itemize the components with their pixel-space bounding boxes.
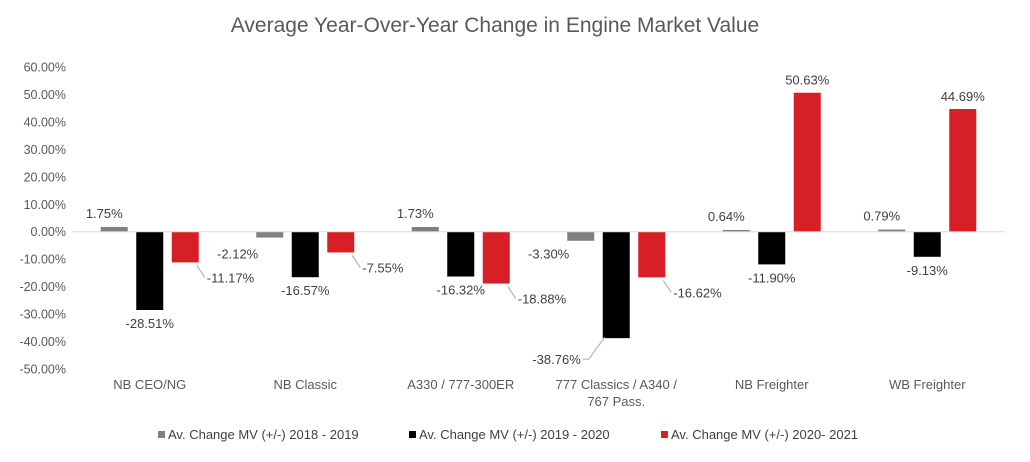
y-tick-label: 0.00% xyxy=(31,225,66,239)
category-label: WB Freighter xyxy=(889,377,966,392)
data-label: -38.76% xyxy=(532,352,581,367)
bar xyxy=(793,92,821,232)
data-label: 44.69% xyxy=(941,89,986,104)
legend: Av. Change MV (+/-) 2018 - 2019 Av. Chang… xyxy=(158,427,858,442)
data-label: 0.79% xyxy=(863,209,900,224)
bar xyxy=(722,229,750,232)
legend-swatch xyxy=(661,431,668,438)
bar xyxy=(638,231,666,278)
bar xyxy=(913,231,941,257)
leader-line xyxy=(196,265,206,278)
legend-label: Av. Change MV (+/-) 2020- 2021 xyxy=(671,427,858,442)
leader-line xyxy=(507,286,517,299)
data-label: -16.57% xyxy=(281,283,330,298)
data-label: -28.51% xyxy=(126,316,175,331)
data-label: 1.73% xyxy=(397,206,434,221)
y-axis-ticks: 60.00% 50.00% 40.00% 30.00% 20.00% 10.00% 0.00… xyxy=(19,61,66,377)
bars xyxy=(100,92,977,339)
legend-label: Av. Change MV (+/-) 2018 - 2019 xyxy=(168,427,359,442)
category-label: A330 / 777-300ER xyxy=(407,377,514,392)
y-tick-label: -50.00% xyxy=(19,363,66,377)
y-tick-label: -40.00% xyxy=(19,335,66,349)
data-label: -3.30% xyxy=(528,247,570,262)
bar xyxy=(878,229,906,232)
legend-swatch xyxy=(409,431,416,438)
category-labels: NB CEO/NG NB Classic A330 / 777-300ER 777 C… xyxy=(113,377,966,409)
y-tick-label: 20.00% xyxy=(24,170,66,184)
bar xyxy=(291,231,319,278)
y-tick-label: 50.00% xyxy=(24,88,66,102)
bar xyxy=(602,231,630,339)
bar xyxy=(411,226,439,232)
leader-line xyxy=(351,255,361,268)
data-label: -18.88% xyxy=(518,292,567,307)
bar xyxy=(758,231,786,265)
data-labels: 1.75% -28.51% -11.17% -2.12% -16.57% -7.55% 1.… xyxy=(86,73,985,367)
data-label: -7.55% xyxy=(362,260,404,275)
data-label: -16.62% xyxy=(673,285,722,300)
bar xyxy=(949,109,977,232)
y-tick-label: 60.00% xyxy=(24,61,66,75)
bar xyxy=(100,226,128,232)
category-label: NB Classic xyxy=(273,377,337,392)
leader-line xyxy=(662,280,672,293)
y-tick-label: 10.00% xyxy=(24,198,66,212)
bar xyxy=(567,231,595,241)
data-label: -2.12% xyxy=(217,247,259,262)
data-label: 1.75% xyxy=(86,206,123,221)
data-label: 0.64% xyxy=(708,209,745,224)
y-tick-label: 30.00% xyxy=(24,143,66,157)
data-label: 50.63% xyxy=(785,73,830,88)
y-tick-label: -20.00% xyxy=(19,280,66,294)
legend-label: Av. Change MV (+/-) 2019 - 2020 xyxy=(419,427,610,442)
category-label: NB Freighter xyxy=(735,377,809,392)
y-tick-label: 40.00% xyxy=(24,115,66,129)
bar xyxy=(447,231,475,277)
bar xyxy=(136,231,164,311)
data-label: -16.32% xyxy=(437,283,486,298)
bar xyxy=(256,231,284,238)
data-label: -11.90% xyxy=(748,270,796,285)
leader-line xyxy=(582,336,606,360)
bar xyxy=(327,231,355,253)
data-label: -9.13% xyxy=(907,263,949,278)
category-label: NB CEO/NG xyxy=(113,377,186,392)
legend-swatch xyxy=(158,431,165,438)
leader-lines xyxy=(196,255,672,360)
bar xyxy=(482,231,510,284)
y-tick-label: -10.00% xyxy=(19,253,66,267)
bar xyxy=(171,231,199,263)
y-tick-label: -30.00% xyxy=(19,308,66,322)
chart-title: Average Year-Over-Year Change in Engine … xyxy=(230,14,760,37)
category-label: 777 Classics / A340 /767 Pass. xyxy=(556,377,678,409)
data-label: -11.17% xyxy=(207,270,255,285)
